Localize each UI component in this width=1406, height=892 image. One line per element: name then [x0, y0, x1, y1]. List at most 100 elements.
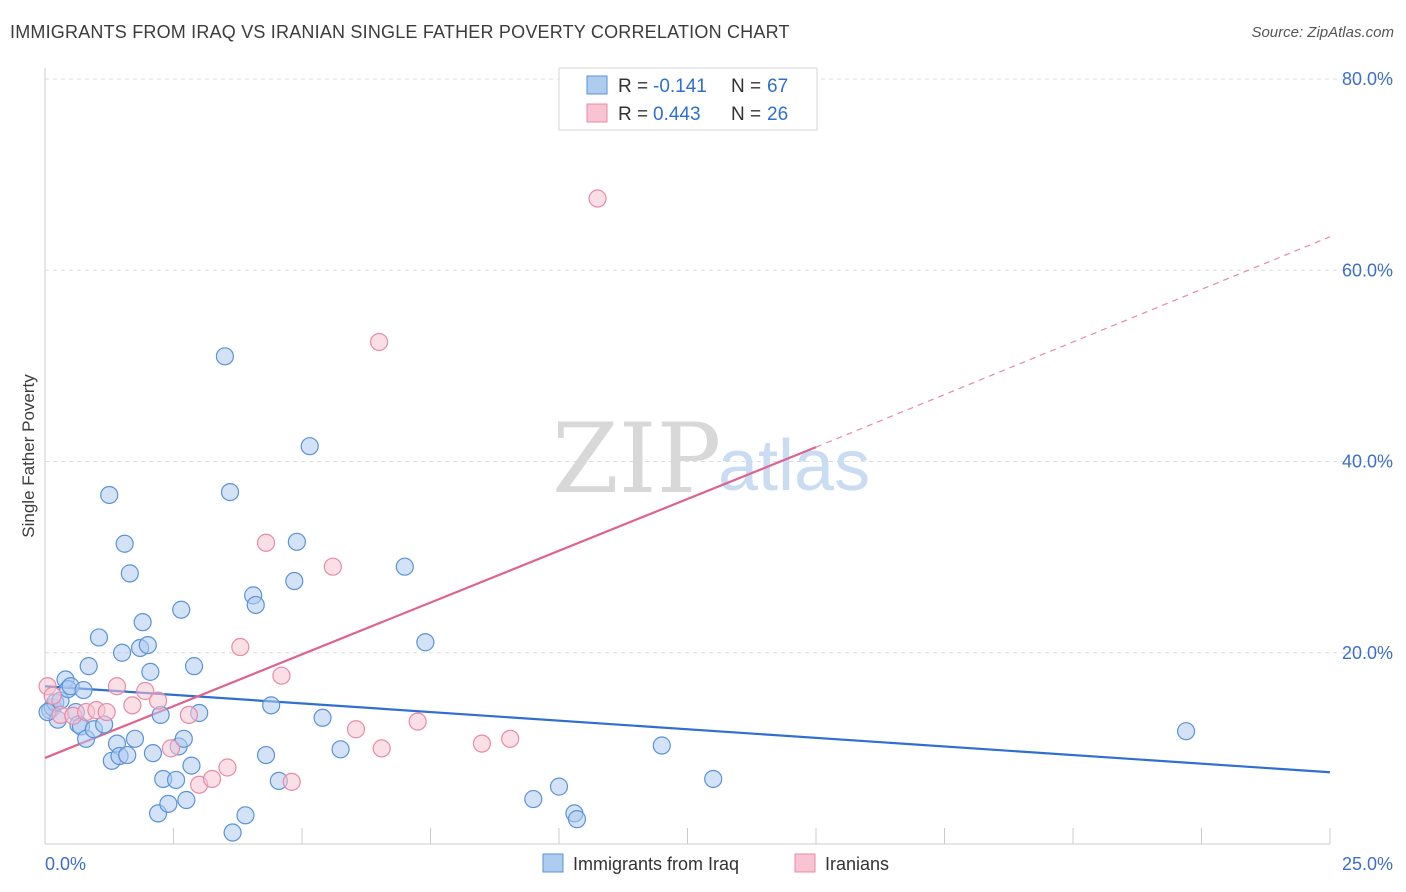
- data-point: [172, 600, 191, 619]
- y-tick-label: 80.0%: [1342, 69, 1393, 89]
- series-legend-label-iranians: Iranians: [825, 854, 889, 874]
- data-point: [262, 696, 281, 715]
- data-point: [138, 635, 157, 655]
- data-point: [112, 643, 132, 662]
- y-tick-label: 20.0%: [1342, 643, 1393, 663]
- data-point: [704, 769, 723, 789]
- data-point: [501, 729, 520, 748]
- data-point: [174, 729, 193, 748]
- data-points: [38, 189, 1196, 842]
- trend-line-iraq: [44, 685, 1331, 774]
- series-legend-swatch-iranians: [794, 853, 816, 873]
- data-point: [218, 758, 237, 777]
- data-point: [300, 437, 319, 456]
- chart-title: IMMIGRANTS FROM IRAQ VS IRANIAN SINGLE F…: [10, 22, 790, 42]
- data-point: [256, 533, 276, 552]
- data-point: [125, 729, 145, 748]
- data-point: [97, 702, 116, 722]
- data-point: [282, 772, 301, 791]
- data-point: [652, 736, 671, 755]
- data-point: [107, 677, 127, 696]
- data-point: [79, 657, 98, 676]
- data-point: [118, 745, 137, 765]
- data-point: [215, 347, 234, 366]
- data-point: [123, 696, 142, 715]
- series-legend-label-iraq: Immigrants from Iraq: [573, 854, 739, 874]
- data-point: [472, 734, 491, 753]
- data-point: [177, 790, 196, 810]
- data-point: [331, 740, 350, 759]
- data-point: [43, 686, 62, 705]
- data-point: [313, 708, 332, 727]
- data-point: [1176, 722, 1196, 741]
- legend-n-value-1: 67: [767, 76, 788, 97]
- data-point: [184, 657, 204, 676]
- data-point: [549, 777, 569, 796]
- data-point: [524, 789, 543, 809]
- trend-line-iranians: [44, 446, 817, 759]
- series-iraq: [38, 347, 1196, 842]
- watermark: ZIP atlas: [552, 403, 870, 515]
- data-point: [395, 557, 414, 576]
- data-point: [256, 745, 276, 765]
- data-point: [408, 712, 427, 731]
- data-point: [220, 483, 240, 502]
- data-point: [346, 720, 366, 739]
- watermark-atlas: atlas: [718, 426, 870, 506]
- data-point: [136, 681, 155, 701]
- series-iranians: [38, 189, 607, 794]
- data-point: [588, 189, 607, 208]
- y-tick-labels: 20.0% 40.0% 60.0% 80.0%: [1342, 69, 1393, 663]
- y-tick-label: 60.0%: [1342, 260, 1393, 280]
- x-tick-label: 25.0%: [1342, 854, 1393, 874]
- legend-r-label-2: R =: [618, 104, 648, 125]
- trend-line-iranians-extension: [815, 236, 1331, 448]
- series-legend: Immigrants from Iraq Iranians: [542, 853, 889, 874]
- data-point: [202, 769, 222, 789]
- legend-r-value-1: -0.141: [653, 76, 707, 97]
- data-point: [89, 628, 109, 647]
- data-point: [148, 691, 168, 710]
- legend-n-value-2: 26: [767, 104, 788, 125]
- source-credit: Source: ZipAtlas.com: [1251, 24, 1394, 41]
- data-point: [416, 633, 435, 652]
- data-point: [287, 532, 306, 551]
- data-point: [246, 595, 265, 615]
- data-point: [159, 794, 178, 813]
- data-point: [182, 756, 201, 775]
- legend-n-label-1: N =: [731, 76, 761, 97]
- legend-n-label-2: N =: [731, 104, 761, 125]
- x-tick-labels: 0.0% 25.0%: [45, 854, 1393, 874]
- watermark-zip: ZIP: [552, 403, 721, 515]
- x-tick-label: 0.0%: [45, 854, 86, 874]
- data-point: [236, 806, 255, 825]
- data-point: [166, 770, 186, 790]
- data-point: [372, 739, 391, 758]
- data-point: [323, 557, 342, 576]
- data-point: [223, 823, 242, 842]
- data-point: [370, 332, 389, 352]
- data-point: [141, 662, 160, 681]
- data-point: [115, 534, 134, 553]
- data-point: [143, 744, 163, 763]
- data-point: [133, 613, 152, 632]
- data-point: [100, 485, 119, 505]
- y-tick-label: 40.0%: [1342, 452, 1393, 472]
- trend-lines: [44, 236, 1331, 774]
- data-point: [567, 810, 587, 829]
- data-point: [161, 739, 181, 758]
- data-point: [272, 666, 291, 685]
- data-point: [120, 564, 139, 583]
- data-point: [74, 680, 93, 700]
- legend-swatch-pink: [586, 103, 608, 123]
- y-axis-label: Single Father Poverty: [19, 374, 38, 538]
- legend-r-label-1: R =: [618, 76, 648, 97]
- legend-r-value-2: 0.443: [653, 104, 701, 125]
- stats-legend: R = -0.141 N = 67 R = 0.443 N = 26: [558, 67, 818, 131]
- data-point: [231, 637, 250, 657]
- grid-lines: [45, 78, 1392, 654]
- data-point: [285, 571, 304, 591]
- series-legend-swatch-iraq: [542, 853, 564, 873]
- legend-swatch-blue: [586, 75, 608, 95]
